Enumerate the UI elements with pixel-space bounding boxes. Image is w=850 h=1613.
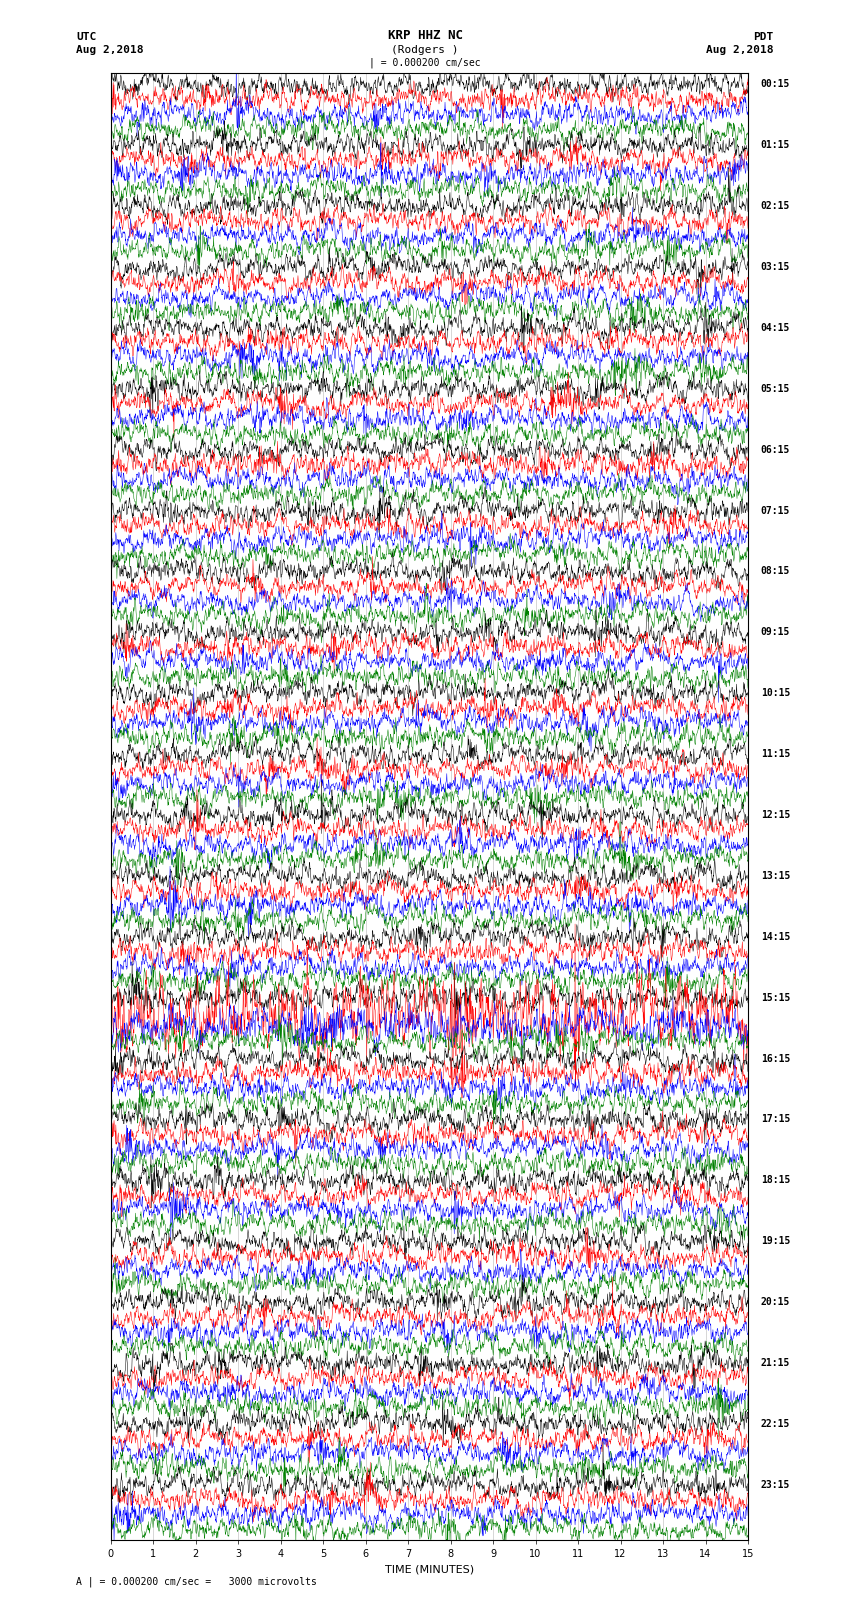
X-axis label: TIME (MINUTES): TIME (MINUTES) xyxy=(385,1565,473,1574)
Text: 15:15: 15:15 xyxy=(761,992,790,1003)
Text: | = 0.000200 cm/sec: | = 0.000200 cm/sec xyxy=(369,56,481,68)
Text: 02:15: 02:15 xyxy=(761,202,790,211)
Text: 12:15: 12:15 xyxy=(761,810,790,819)
Text: 20:15: 20:15 xyxy=(761,1297,790,1307)
Text: 17:15: 17:15 xyxy=(761,1115,790,1124)
Text: 04:15: 04:15 xyxy=(761,323,790,332)
Text: 16:15: 16:15 xyxy=(761,1053,790,1063)
Text: Aug 2,2018: Aug 2,2018 xyxy=(706,45,774,55)
Text: 22:15: 22:15 xyxy=(761,1419,790,1429)
Text: UTC: UTC xyxy=(76,32,97,42)
Text: 11:15: 11:15 xyxy=(761,748,790,760)
Text: 23:15: 23:15 xyxy=(761,1479,790,1490)
Text: 13:15: 13:15 xyxy=(761,871,790,881)
Text: 06:15: 06:15 xyxy=(761,445,790,455)
Text: 14:15: 14:15 xyxy=(761,932,790,942)
Text: 07:15: 07:15 xyxy=(761,505,790,516)
Text: (Rodgers ): (Rodgers ) xyxy=(391,45,459,55)
Text: 19:15: 19:15 xyxy=(761,1236,790,1247)
Text: 09:15: 09:15 xyxy=(761,627,790,637)
Text: Aug 2,2018: Aug 2,2018 xyxy=(76,45,144,55)
Text: 00:15: 00:15 xyxy=(761,79,790,89)
Text: 01:15: 01:15 xyxy=(761,140,790,150)
Text: 08:15: 08:15 xyxy=(761,566,790,576)
Text: PDT: PDT xyxy=(753,32,774,42)
Text: 03:15: 03:15 xyxy=(761,261,790,273)
Text: 10:15: 10:15 xyxy=(761,689,790,698)
Text: A | = 0.000200 cm/sec =   3000 microvolts: A | = 0.000200 cm/sec = 3000 microvolts xyxy=(76,1576,317,1587)
Text: KRP HHZ NC: KRP HHZ NC xyxy=(388,29,462,42)
Text: 05:15: 05:15 xyxy=(761,384,790,394)
Text: 18:15: 18:15 xyxy=(761,1176,790,1186)
Text: 21:15: 21:15 xyxy=(761,1358,790,1368)
